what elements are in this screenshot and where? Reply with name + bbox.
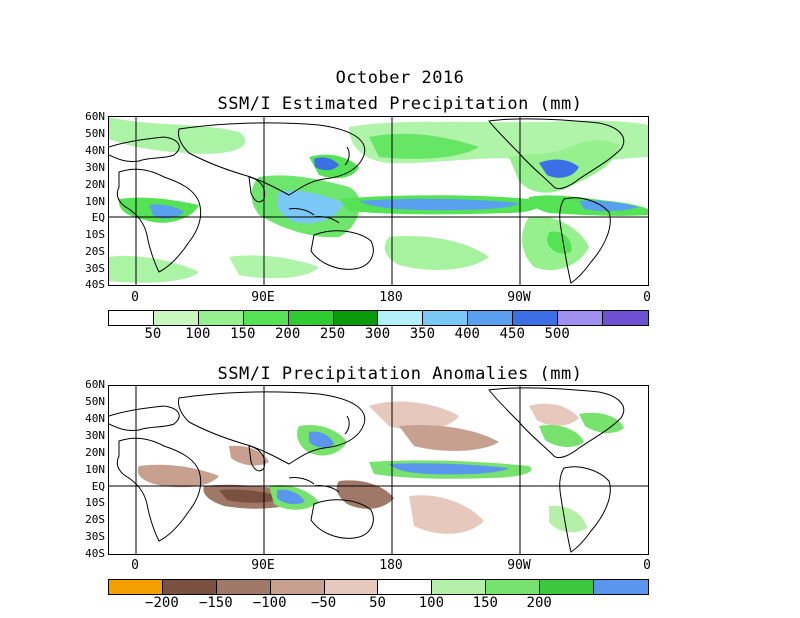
lat-label: 30N <box>85 429 105 442</box>
lat-label: EQ <box>91 480 105 493</box>
colorbar-swatch <box>432 580 487 594</box>
lat-label: 50N <box>85 395 105 408</box>
anomaly-precipitation-map <box>108 385 649 555</box>
colorbar-swatch <box>423 311 469 325</box>
colorbar-label: 150 <box>230 326 256 342</box>
lat-label: 10N <box>85 195 105 208</box>
estimated-precipitation-map <box>108 116 649 286</box>
colorbar-swatch <box>216 580 271 594</box>
colorbar-label: 350 <box>409 326 436 342</box>
colorbar-swatch <box>602 311 648 325</box>
colorbar-label: −200 <box>145 595 179 611</box>
lat-label: 60N <box>85 110 105 123</box>
lon-label: 0 <box>643 558 651 573</box>
page-title: October 2016 <box>335 68 465 88</box>
colorbar-swatch <box>333 311 379 325</box>
colorbar-swatch <box>558 311 603 325</box>
estimated-colorbar <box>108 310 649 326</box>
lon-label: 90E <box>251 290 275 305</box>
grid-lines <box>109 117 648 285</box>
colorbar-label: 400 <box>454 326 480 342</box>
colorbar-label: 250 <box>319 326 346 342</box>
colorbar-label: −50 <box>310 595 337 611</box>
anomaly-shading <box>137 401 624 534</box>
colorbar-swatch <box>243 311 289 325</box>
lat-label: 40S <box>85 547 105 560</box>
lat-label: EQ <box>91 211 105 224</box>
grid-lines <box>109 386 648 554</box>
lon-label: 0 <box>131 558 139 573</box>
colorbar-swatch <box>594 580 648 594</box>
colorbar-swatch <box>162 580 217 594</box>
colorbar-label: 100 <box>185 326 211 342</box>
lon-label: 90W <box>507 558 531 573</box>
colorbar-label: 100 <box>418 595 445 611</box>
lat-label: 20N <box>85 178 105 191</box>
colorbar-swatch <box>486 580 541 594</box>
colorbar-label: 50 <box>369 595 386 611</box>
precip-shading <box>109 117 648 283</box>
lat-label: 20S <box>85 513 105 526</box>
coastlines <box>109 387 625 553</box>
lon-label: 90W <box>507 290 531 305</box>
colorbar-swatch <box>324 580 379 594</box>
colorbar-swatch <box>153 311 199 325</box>
colorbar-label: 200 <box>526 595 552 611</box>
lat-label: 10N <box>85 463 105 476</box>
colorbar-swatch <box>288 311 334 325</box>
lat-label: 30S <box>85 262 105 275</box>
colorbar-label: 500 <box>544 326 570 342</box>
lon-label: 90E <box>251 558 275 573</box>
lon-label: 180 <box>379 290 403 305</box>
lat-label: 30S <box>85 530 105 543</box>
lat-label: 10S <box>85 496 105 509</box>
anomaly-colorbar <box>108 579 649 595</box>
colorbar-swatch <box>270 580 325 594</box>
lat-label: 60N <box>85 378 105 391</box>
lat-label: 40N <box>85 412 105 425</box>
anomaly-panel-title: SSM/I Precipitation Anomalies (mm) <box>217 364 583 384</box>
lat-label: 20N <box>85 446 105 459</box>
lat-label: 40S <box>85 278 105 291</box>
lon-label: 0 <box>131 290 139 305</box>
colorbar-label: 300 <box>364 326 391 342</box>
colorbar-swatch <box>378 580 433 594</box>
colorbar-label: 200 <box>275 326 301 342</box>
lat-label: 50N <box>85 127 105 140</box>
colorbar-swatch <box>198 311 244 325</box>
colorbar-label: 450 <box>499 326 525 342</box>
colorbar-swatch <box>378 311 424 325</box>
colorbar-label: 150 <box>472 595 498 611</box>
colorbar-label: −100 <box>252 595 287 611</box>
colorbar-swatch <box>468 311 514 325</box>
lat-label: 10S <box>85 228 105 241</box>
lat-label: 40N <box>85 144 105 157</box>
colorbar-swatch <box>109 311 154 325</box>
colorbar-swatch <box>540 580 595 594</box>
colorbar-label: −150 <box>198 595 233 611</box>
lon-label: 180 <box>379 558 403 573</box>
colorbar-swatch <box>109 580 163 594</box>
lon-label: 0 <box>643 290 651 305</box>
colorbar-label: 50 <box>144 326 162 342</box>
lat-label: 30N <box>85 161 105 174</box>
lat-label: 20S <box>85 245 105 258</box>
colorbar-swatch <box>513 311 559 325</box>
estimated-panel-title: SSM/I Estimated Precipitation (mm) <box>217 94 583 114</box>
